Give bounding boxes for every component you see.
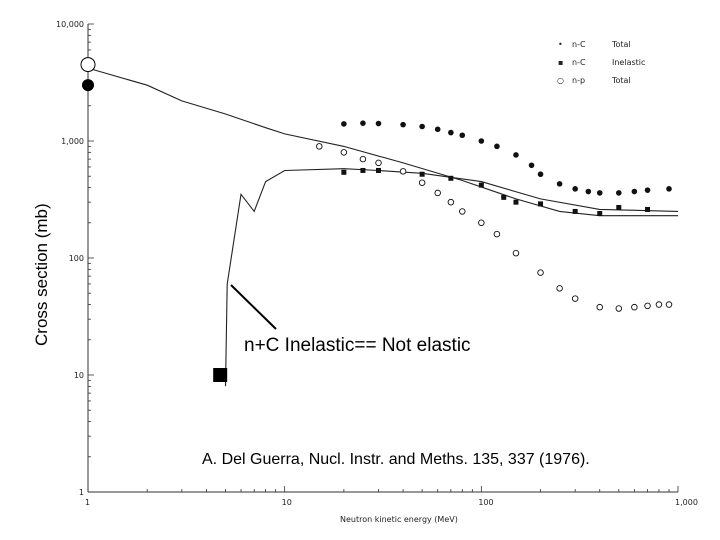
data-point xyxy=(666,186,672,192)
data-markers xyxy=(80,57,673,382)
y-axis-label: Cross section (mb) xyxy=(32,203,51,346)
x-tick-label: 100 xyxy=(478,498,493,507)
data-point xyxy=(631,188,638,195)
data-point xyxy=(596,190,603,196)
data-point xyxy=(478,219,485,227)
legend-prefix-3: n-p xyxy=(572,76,585,85)
data-point xyxy=(615,305,623,312)
highlight-marker xyxy=(213,368,228,382)
data-point xyxy=(501,194,507,200)
curve-line xyxy=(87,67,678,217)
data-point xyxy=(478,182,484,188)
x-tick-label: 1,000 xyxy=(675,498,698,507)
data-point xyxy=(399,168,407,175)
data-point xyxy=(528,162,535,169)
data-point xyxy=(360,167,366,173)
data-point xyxy=(418,179,426,186)
legend-label-2: Inelastic xyxy=(612,58,645,67)
annotation-text: n+C Inelastic== Not elastic xyxy=(244,335,471,356)
data-point xyxy=(513,199,519,205)
data-point xyxy=(644,302,651,310)
x-tick-label: 1 xyxy=(85,498,90,507)
data-point xyxy=(538,201,544,207)
legend-symbol-1: • xyxy=(558,40,563,49)
data-point xyxy=(665,301,673,308)
legend: • n-C Total ▪ n-C Inelastic ○ n-p Total xyxy=(557,40,645,85)
data-point xyxy=(513,152,519,158)
data-point xyxy=(537,269,544,276)
legend-label-1: Total xyxy=(611,40,631,49)
axes: 1 10 100 1,000 1 10 100 1,000 10,000 xyxy=(56,20,698,507)
data-point xyxy=(400,121,406,128)
data-point xyxy=(644,187,651,193)
x-tick-label: 10 xyxy=(282,498,292,507)
legend-label-3: Total xyxy=(611,76,631,85)
data-point xyxy=(645,206,651,212)
citation-text: A. Del Guerra, Nucl. Instr. and Meths. 1… xyxy=(202,451,590,468)
data-point xyxy=(556,181,563,187)
highlight-marker xyxy=(80,57,96,73)
data-point xyxy=(447,198,455,206)
data-point xyxy=(572,208,578,214)
data-point xyxy=(419,171,425,177)
data-point xyxy=(419,123,425,130)
data-point xyxy=(616,205,622,211)
annotation-pointer xyxy=(230,284,277,330)
highlight-marker xyxy=(82,79,94,92)
data-point xyxy=(359,155,367,163)
data-point xyxy=(340,149,348,156)
y-tick-label: 1,000 xyxy=(61,137,84,146)
data-point xyxy=(655,301,663,308)
curve-line xyxy=(224,168,679,387)
data-point xyxy=(585,188,592,195)
data-point xyxy=(615,190,622,196)
data-point xyxy=(434,126,441,133)
data-point xyxy=(434,189,441,197)
data-point xyxy=(556,285,563,292)
data-point xyxy=(597,211,603,217)
data-point xyxy=(459,132,466,139)
data-point xyxy=(631,303,638,311)
curves xyxy=(87,67,679,387)
data-point xyxy=(448,129,454,136)
y-tick-label: 100 xyxy=(69,254,84,263)
data-point xyxy=(512,249,520,257)
data-point xyxy=(478,138,485,144)
data-point xyxy=(448,175,454,181)
legend-symbol-3: ○ xyxy=(557,76,564,85)
x-axis-label: Neutron kinetic energy (MeV) xyxy=(340,515,458,524)
y-tick-label: 10 xyxy=(74,371,84,380)
data-point xyxy=(537,171,544,178)
data-point xyxy=(572,186,578,192)
legend-prefix-2: n-C xyxy=(572,58,586,67)
data-point xyxy=(596,303,603,311)
legend-prefix-1: n-C xyxy=(572,40,586,49)
data-point xyxy=(375,120,382,127)
data-point xyxy=(493,230,501,238)
data-point xyxy=(375,159,382,167)
data-point xyxy=(571,295,579,302)
y-tick-label: 10,000 xyxy=(56,20,84,29)
data-point xyxy=(376,167,382,173)
data-point xyxy=(341,121,347,127)
legend-symbol-2: ▪ xyxy=(558,58,563,67)
data-point xyxy=(459,208,466,215)
data-point xyxy=(341,169,347,175)
data-point xyxy=(494,143,500,150)
data-point xyxy=(316,143,323,150)
data-point xyxy=(360,120,366,126)
y-tick-label: 1 xyxy=(79,488,84,497)
